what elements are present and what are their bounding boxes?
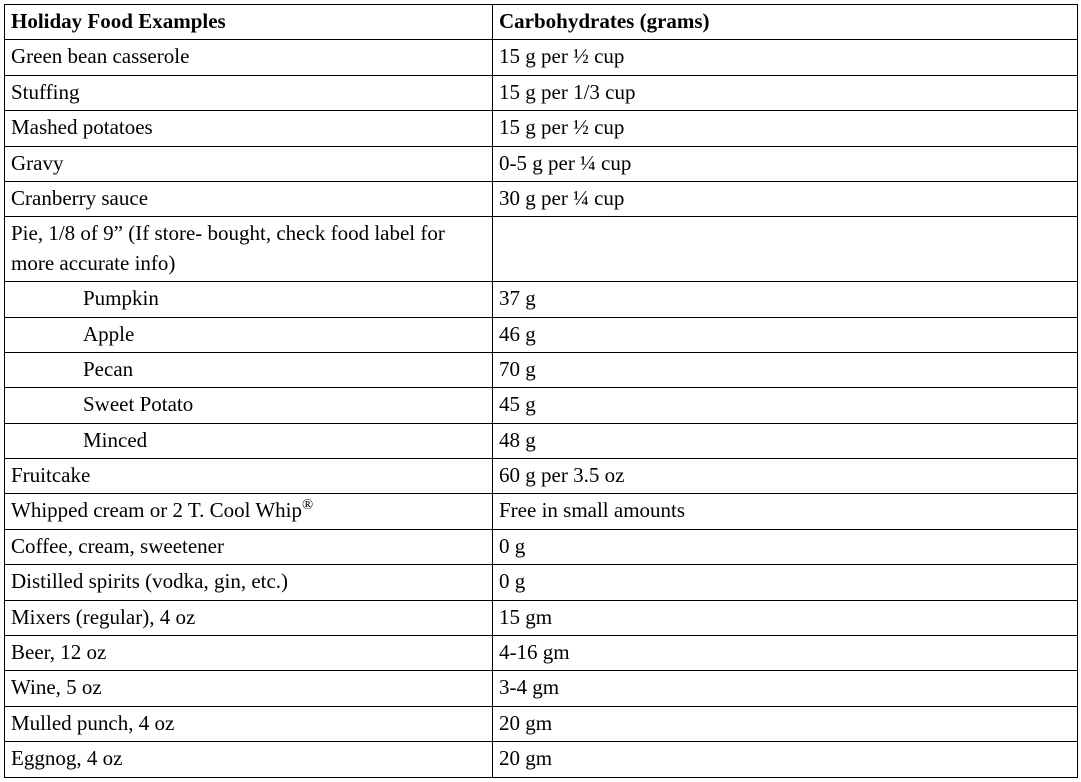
table-row: Wine, 5 oz3-4 gm	[5, 671, 1078, 706]
carbs-cell: 15 g per 1/3 cup	[493, 75, 1078, 110]
food-cell: Fruitcake	[5, 459, 493, 494]
registered-trademark-icon: ®	[302, 497, 313, 513]
food-cell: Eggnog, 4 oz	[5, 742, 493, 777]
table-row: Gravy0-5 g per ¼ cup	[5, 146, 1078, 181]
holiday-food-carbs-table: Holiday Food Examples Carbohydrates (gra…	[4, 4, 1078, 778]
carbs-cell: 0-5 g per ¼ cup	[493, 146, 1078, 181]
carbs-cell: 0 g	[493, 565, 1078, 600]
table-row: Eggnog, 4 oz20 gm	[5, 742, 1078, 777]
food-cell: Pumpkin	[5, 282, 493, 317]
food-cell: Mixers (regular), 4 oz	[5, 600, 493, 635]
table-row: Distilled spirits (vodka, gin, etc.)0 g	[5, 565, 1078, 600]
food-cell: Stuffing	[5, 75, 493, 110]
carbs-cell: Free in small amounts	[493, 494, 1078, 529]
food-cell: Pecan	[5, 352, 493, 387]
food-cell: Pie, 1/8 of 9” (If store- bought, check …	[5, 217, 493, 282]
table-row: Mulled punch, 4 oz20 gm	[5, 706, 1078, 741]
food-cell: Apple	[5, 317, 493, 352]
carbs-cell: 3-4 gm	[493, 671, 1078, 706]
food-cell: Beer, 12 oz	[5, 636, 493, 671]
carbs-cell: 48 g	[493, 423, 1078, 458]
table-row: Green bean casserole15 g per ½ cup	[5, 40, 1078, 75]
table-row: Beer, 12 oz4-16 gm	[5, 636, 1078, 671]
table-row: Sweet Potato45 g	[5, 388, 1078, 423]
table-header-row: Holiday Food Examples Carbohydrates (gra…	[5, 5, 1078, 40]
carbs-cell: 46 g	[493, 317, 1078, 352]
table-row: Whipped cream or 2 T. Cool Whip®Free in …	[5, 494, 1078, 529]
carbs-cell: 60 g per 3.5 oz	[493, 459, 1078, 494]
carbs-cell: 15 g per ½ cup	[493, 111, 1078, 146]
carbs-cell: 20 gm	[493, 706, 1078, 741]
table-row: Stuffing15 g per 1/3 cup	[5, 75, 1078, 110]
column-header-food: Holiday Food Examples	[5, 5, 493, 40]
carbs-cell	[493, 217, 1078, 282]
table-row: Cranberry sauce30 g per ¼ cup	[5, 181, 1078, 216]
table-row: Apple46 g	[5, 317, 1078, 352]
food-cell: Green bean casserole	[5, 40, 493, 75]
food-cell: Cranberry sauce	[5, 181, 493, 216]
table-row: Pecan70 g	[5, 352, 1078, 387]
carbs-cell: 37 g	[493, 282, 1078, 317]
food-cell: Minced	[5, 423, 493, 458]
table-row: Fruitcake60 g per 3.5 oz	[5, 459, 1078, 494]
food-cell: Mulled punch, 4 oz	[5, 706, 493, 741]
food-cell: Distilled spirits (vodka, gin, etc.)	[5, 565, 493, 600]
table-row: Mixers (regular), 4 oz15 gm	[5, 600, 1078, 635]
carbs-cell: 20 gm	[493, 742, 1078, 777]
table-row: Pumpkin37 g	[5, 282, 1078, 317]
food-cell: Sweet Potato	[5, 388, 493, 423]
carbs-cell: 15 g per ½ cup	[493, 40, 1078, 75]
carbs-cell: 70 g	[493, 352, 1078, 387]
food-cell: Coffee, cream, sweetener	[5, 529, 493, 564]
carbs-cell: 4-16 gm	[493, 636, 1078, 671]
table-row: Mashed potatoes15 g per ½ cup	[5, 111, 1078, 146]
table-body: Green bean casserole15 g per ½ cupStuffi…	[5, 40, 1078, 777]
column-header-carbs: Carbohydrates (grams)	[493, 5, 1078, 40]
food-cell: Gravy	[5, 146, 493, 181]
carbs-cell: 0 g	[493, 529, 1078, 564]
carbs-cell: 45 g	[493, 388, 1078, 423]
table-row: Minced48 g	[5, 423, 1078, 458]
table-row: Pie, 1/8 of 9” (If store- bought, check …	[5, 217, 1078, 282]
carbs-cell: 30 g per ¼ cup	[493, 181, 1078, 216]
table-row: Coffee, cream, sweetener0 g	[5, 529, 1078, 564]
carbs-cell: 15 gm	[493, 600, 1078, 635]
food-cell: Mashed potatoes	[5, 111, 493, 146]
food-cell: Wine, 5 oz	[5, 671, 493, 706]
food-cell: Whipped cream or 2 T. Cool Whip®	[5, 494, 493, 529]
